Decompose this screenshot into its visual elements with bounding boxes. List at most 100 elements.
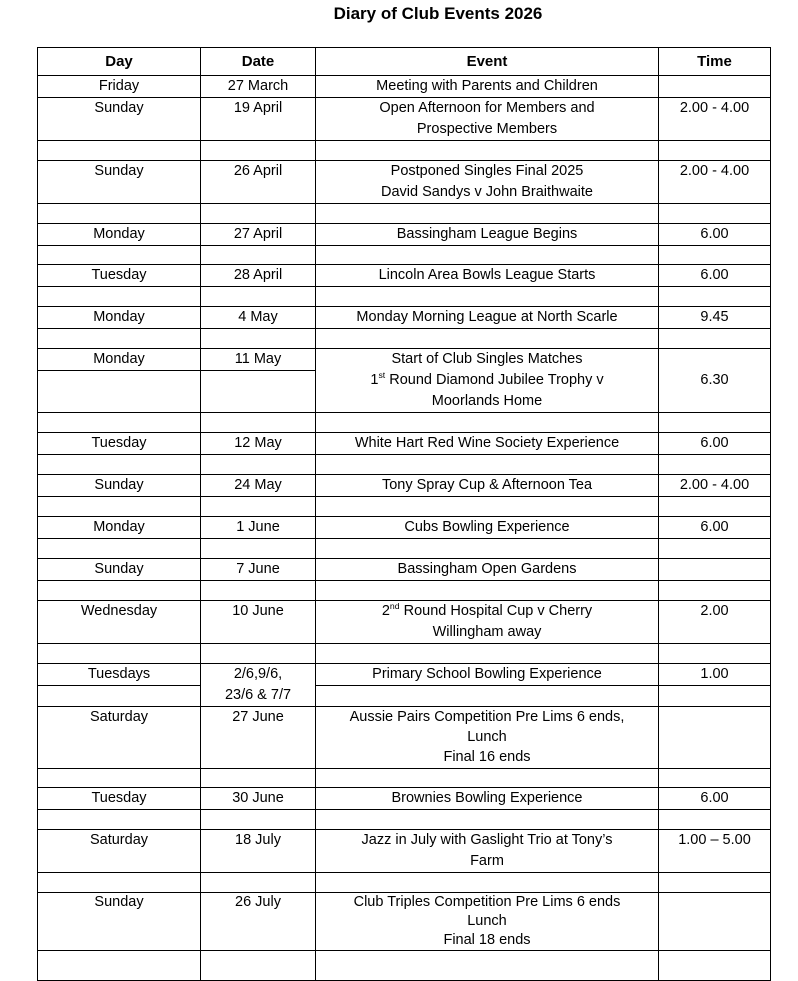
cell-date: 11 May [200, 348, 316, 371]
cell-time [658, 580, 771, 601]
cell-event [315, 872, 659, 893]
cell-time [658, 685, 771, 707]
cell-day: Friday [37, 75, 201, 98]
cell-event: Primary School Bowling Experience [315, 663, 659, 686]
cell-date: 12 May [200, 432, 316, 455]
cell-time [658, 286, 771, 307]
event-row: Saturday 27 June Aussie Pairs Competition … [37, 706, 771, 769]
cell-event: White Hart Red Wine Society Experience [315, 432, 659, 455]
event-row: Monday 1 June Cubs Bowling Experience 6.00 [37, 516, 771, 539]
column-header-date: Date [200, 47, 316, 76]
cell-date [200, 872, 316, 893]
cell-date: 27 June [200, 706, 316, 769]
cell-date: 26 July [200, 892, 316, 951]
cell-event: Postponed Singles Final 2025 David Sandys… [315, 160, 659, 204]
cell-event [315, 245, 659, 265]
cell-event: Cubs Bowling Experience [315, 516, 659, 539]
cell-day: Tuesday [37, 432, 201, 455]
cell-event: Open Afternoon for Members and Prospectiv… [315, 97, 659, 141]
cell-event: Tony Spray Cup & Afternoon Tea [315, 474, 659, 497]
spacer-row [37, 580, 771, 601]
cell-date: 18 July [200, 829, 316, 873]
cell-date: 24 May [200, 474, 316, 497]
cell-event: Aussie Pairs Competition Pre Lims 6 ends… [315, 706, 659, 769]
cell-date: 4 May [200, 306, 316, 329]
event-row: Monday 27 April Bassingham League Begins 6.… [37, 223, 771, 246]
cell-event: Lincoln Area Bowls League Starts [315, 264, 659, 287]
cell-time [658, 75, 771, 98]
cell-date [200, 370, 316, 413]
cell-day: Sunday [37, 892, 201, 951]
spacer-row [37, 496, 771, 517]
cell-time [658, 203, 771, 224]
cell-day [37, 370, 201, 413]
cell-event: Brownies Bowling Experience [315, 787, 659, 810]
cell-date [200, 328, 316, 349]
cell-time [658, 892, 771, 951]
spacer-row [37, 809, 771, 830]
cell-day [37, 328, 201, 349]
event-row: Tuesday 28 April Lincoln Area Bowls League… [37, 264, 771, 287]
cell-day: Tuesday [37, 787, 201, 810]
spacer-row [37, 538, 771, 559]
spacer-row [37, 643, 771, 664]
cell-event [315, 643, 659, 664]
cell-time [658, 328, 771, 349]
event-row: Sunday 7 June Bassingham Open Gardens [37, 558, 771, 581]
cell-day: Sunday [37, 474, 201, 497]
event-row: Tuesday 12 May White Hart Red Wine Society… [37, 432, 771, 455]
cell-day: Sunday [37, 160, 201, 204]
events-table-body: Day Date Event Time Friday 27 March Meeting wi… [37, 47, 771, 981]
cell-date: 1 June [200, 516, 316, 539]
cell-event: 2nd Round Hospital Cup v Cherry Willingha… [315, 600, 659, 644]
cell-time: 6.30 [658, 348, 771, 413]
header-row: Day Date Event Time [37, 47, 771, 76]
cell-event: Monday Morning League at North Scarle [315, 306, 659, 329]
cell-event: Bassingham Open Gardens [315, 558, 659, 581]
cell-event [315, 768, 659, 788]
cell-date: 27 April [200, 223, 316, 246]
cell-day [37, 643, 201, 664]
cell-date: 19 April [200, 97, 316, 141]
cell-time [658, 140, 771, 161]
spacer-row [37, 245, 771, 265]
cell-event: Jazz in July with Gaslight Trio at Tony’… [315, 829, 659, 873]
cell-day: Monday [37, 306, 201, 329]
cell-event [315, 580, 659, 601]
cell-time [658, 643, 771, 664]
column-header-event: Event [315, 47, 659, 76]
cell-date: 7 June [200, 558, 316, 581]
cell-event: Bassingham League Begins [315, 223, 659, 246]
spacer-row [37, 768, 771, 788]
cell-event [315, 950, 659, 981]
event-row: Tuesdays 2/6,9/6, 23/6 & 7/7 Primary School… [37, 663, 771, 707]
cell-time [658, 872, 771, 893]
cell-day: Tuesdays [37, 663, 201, 686]
spacer-row [37, 140, 771, 161]
cell-time: 2.00 - 4.00 [658, 160, 771, 204]
cell-event [315, 685, 659, 707]
spacer-row [37, 872, 771, 893]
event-row: Saturday 18 July Jazz in July with Gasligh… [37, 829, 771, 873]
cell-time [658, 412, 771, 433]
cell-time: 9.45 [658, 306, 771, 329]
cell-day [37, 412, 201, 433]
cell-day [37, 872, 201, 893]
cell-date [200, 643, 316, 664]
cell-time [658, 768, 771, 788]
cell-time [658, 809, 771, 830]
cell-time [658, 950, 771, 981]
cell-event [315, 328, 659, 349]
cell-event [315, 538, 659, 559]
spacer-row [37, 454, 771, 475]
cell-time: 2.00 [658, 600, 771, 644]
cell-day: Saturday [37, 829, 201, 873]
cell-date [200, 496, 316, 517]
cell-event [315, 412, 659, 433]
cell-day [37, 809, 201, 830]
event-row: Monday 4 May Monday Morning League at Nort… [37, 306, 771, 329]
cell-day [37, 245, 201, 265]
cell-time: 1.00 – 5.00 [658, 829, 771, 873]
cell-time: 2.00 - 4.00 [658, 474, 771, 497]
cell-time: 6.00 [658, 264, 771, 287]
